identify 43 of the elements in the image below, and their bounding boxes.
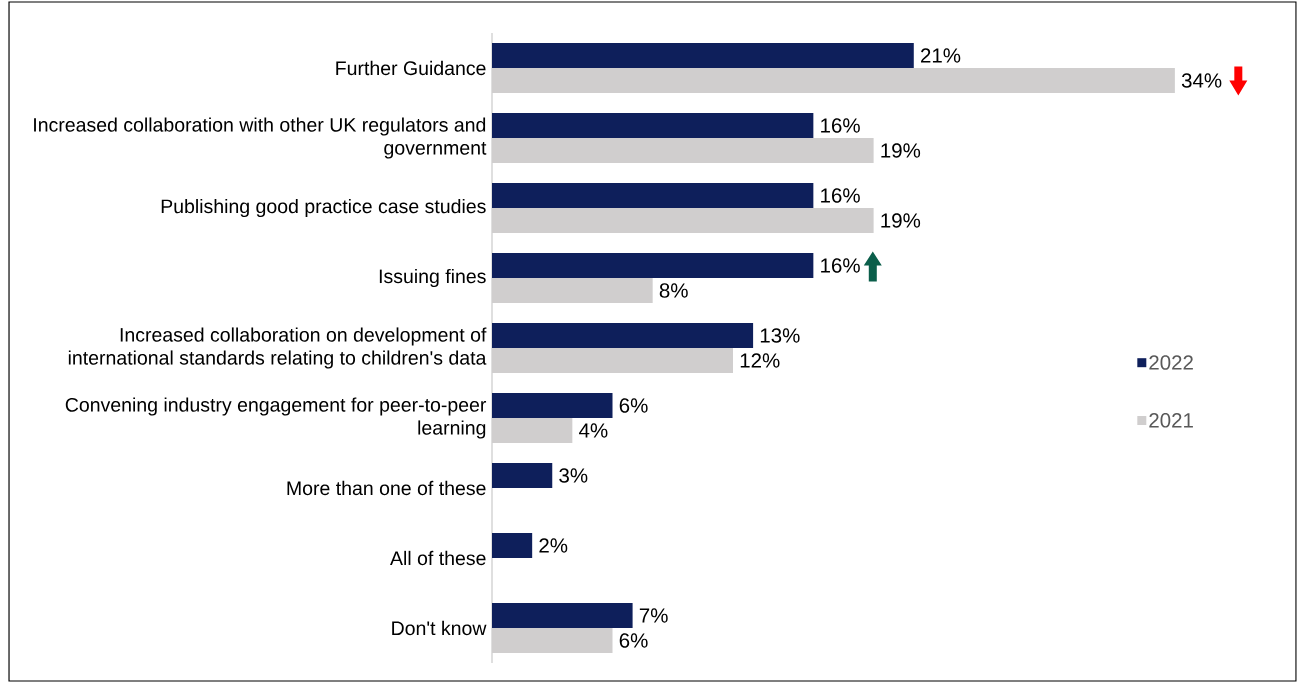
y-tick-label: Don't know	[392, 620, 487, 636]
data-label: 8%	[659, 283, 688, 298]
bar	[492, 462, 553, 488]
data-label: 7%	[639, 608, 668, 623]
y-tick-label: Issuing fines	[379, 268, 486, 288]
bar	[492, 113, 814, 138]
bar	[492, 627, 613, 653]
bar	[492, 43, 914, 68]
y-tick-label: Increased collaboration on development of international standards relating to children's data	[68, 327, 487, 369]
data-label: 16%	[821, 188, 860, 203]
bar	[492, 253, 814, 278]
y-tick-label: All of these	[390, 550, 486, 566]
data-label: 19%	[881, 213, 921, 228]
data-label: 21%	[921, 48, 961, 63]
bar	[492, 532, 533, 558]
data-label: 6%	[619, 633, 648, 648]
bar	[492, 393, 613, 418]
data-label: 12%	[740, 353, 780, 368]
bar	[492, 208, 874, 233]
bar	[492, 417, 573, 443]
data-label: 4%	[579, 423, 608, 438]
y-tick-label: Further Guidance	[336, 60, 486, 76]
data-label: 16%	[821, 258, 860, 273]
legend-label: 2021	[1149, 413, 1193, 428]
bar	[492, 278, 653, 303]
bar	[492, 138, 874, 163]
bar	[492, 68, 1175, 93]
data-label: 6%	[619, 398, 648, 413]
data-label: 13%	[760, 328, 800, 343]
bar	[492, 183, 814, 208]
data-label: 2%	[539, 538, 568, 553]
bar	[492, 602, 633, 628]
data-label: 19%	[881, 143, 921, 158]
y-tick-label: Publishing good practice case studies	[161, 198, 486, 218]
bar	[492, 348, 734, 373]
y-tick-label: Convening industry engagement for peer-to-peer learning	[65, 397, 487, 439]
legend-label: 2022	[1149, 355, 1193, 370]
data-label: 34%	[1181, 73, 1222, 88]
data-label: 3%	[559, 468, 588, 483]
data-label: 16%	[821, 118, 860, 133]
bar	[492, 323, 754, 348]
y-tick-label: More than one of these	[287, 480, 486, 496]
y-tick-label: Increased collaboration with other UK regulators and government	[34, 117, 487, 159]
